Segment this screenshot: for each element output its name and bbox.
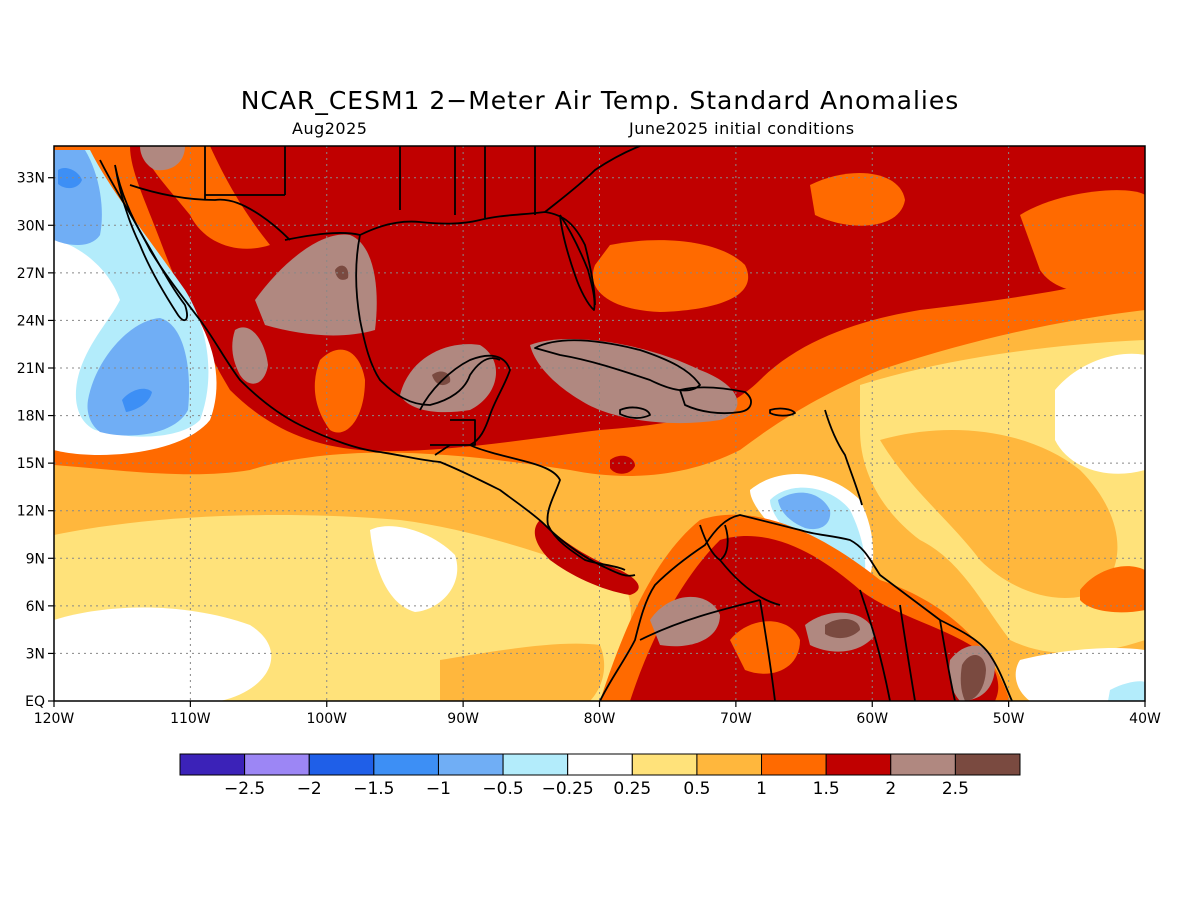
field-cool-blue-3: [122, 388, 152, 412]
field-1-1p5-gulf-edge: [314, 349, 365, 433]
latitude-axis: 33N 30N 27N 24N 21N 18N 15N 12N 9N 6N 3N EQ: [17, 171, 54, 710]
colorbar-label: −0.5: [482, 779, 523, 799]
coastlines: [99, 146, 1013, 701]
chart-title: NCAR_CESM1 2−Meter Air Temp. Standard An…: [240, 86, 960, 115]
colorbar-swatch: [179, 753, 246, 776]
colorbar: −2.5 −2 −1.5 −1 −0.5 −0.25 0.25 0.5 1 1.5 2 2.5: [179, 753, 1021, 799]
lat-tick-label: 12N: [17, 504, 45, 520]
coast-hispaniola: [679, 386, 752, 415]
colorbar-swatch: [244, 753, 310, 776]
coast-central-america: [469, 444, 626, 571]
coast-jamaica: [619, 406, 651, 419]
lat-tick-label: 18N: [17, 409, 45, 425]
lon-tick-label: 80W: [584, 711, 616, 727]
border-states: [204, 146, 536, 218]
colorbar-swatch: [954, 753, 1021, 776]
field-2-2p5-west: [232, 327, 268, 384]
coast-gulf-west: [355, 234, 501, 406]
colorbar-label: −1: [426, 779, 451, 799]
coast-florida: [559, 214, 596, 311]
field-1-1p5-east: [810, 173, 905, 226]
field-white-se: [1015, 648, 1145, 701]
field-white-south: [370, 526, 458, 612]
lon-tick-label: 90W: [447, 711, 479, 727]
colorbar-label: 1.5: [813, 779, 840, 799]
field-cool-blue-2: [87, 318, 190, 436]
border-us-mexico: [129, 184, 291, 241]
field-1-1p5-east-small: [1080, 566, 1145, 613]
field-0p5-1-east: [880, 430, 1118, 599]
initial-conditions: June2025 initial conditions: [629, 119, 855, 138]
longitude-axis: 120W 110W 100W 90W 80W 70W 60W 50W 40W: [34, 701, 1161, 727]
border-sa-countries: [639, 559, 956, 701]
lon-tick-label: 50W: [993, 711, 1025, 727]
colorbar-label: −2.5: [224, 779, 265, 799]
grid-lines: [54, 146, 1145, 701]
lon-tick-label: 40W: [1129, 711, 1161, 727]
lon-tick-label: 60W: [856, 711, 888, 727]
field-2p5-up-mex: [335, 265, 349, 280]
colorbar-label: 2: [885, 779, 896, 799]
field-1p5-2-sa: [630, 536, 999, 701]
lat-tick-label: 15N: [17, 456, 45, 472]
field-2-2p5-north: [140, 146, 185, 171]
lon-tick-label: 70W: [720, 711, 752, 727]
colorbar-swatch: [373, 753, 439, 776]
colorbar-label: 0.5: [683, 779, 710, 799]
colorbar-swatch: [567, 753, 633, 776]
lat-tick-label: 3N: [26, 646, 45, 662]
colorbar-swatch: [890, 753, 956, 776]
colorbar-swatch: [308, 753, 375, 776]
coast-baja: [114, 164, 188, 322]
coast-gulf: [284, 211, 596, 306]
lon-tick-label: 100W: [306, 711, 347, 727]
field-1p5-2-small: [610, 455, 635, 474]
border-guatemala: [430, 419, 476, 456]
colorbar-swatch: [437, 753, 504, 776]
colorbar-swatch: [761, 753, 827, 776]
valid-month: Aug2025: [292, 119, 368, 138]
field-1-1p5-atlantic: [592, 240, 749, 312]
lat-tick-label: 33N: [17, 171, 45, 187]
field-2p5-up-yuc: [432, 371, 451, 386]
lat-tick-label: 6N: [26, 599, 45, 615]
colorbar-label: −2: [297, 779, 322, 799]
field-white-south-2: [54, 607, 272, 701]
lat-tick-label: 27N: [17, 266, 45, 282]
field-cool-blue-4: [58, 168, 82, 189]
colorbar-label: −1.5: [353, 779, 394, 799]
coast-puerto-rico: [769, 407, 796, 417]
field-0p5-1-south-patch: [440, 643, 605, 701]
field-1-1p5-ne: [1020, 190, 1145, 293]
field-2-2p5-mexico: [255, 234, 377, 336]
lat-tick-label: 30N: [17, 218, 45, 234]
colorbar-swatch: [502, 753, 569, 776]
coast-lesser-antilles: [824, 409, 863, 506]
colorbar-label: 2.5: [942, 779, 969, 799]
colorbar-swatch: [631, 753, 698, 776]
lon-tick-label: 120W: [34, 711, 75, 727]
lat-tick-label: 9N: [26, 551, 45, 567]
field-white-east: [1055, 353, 1145, 474]
field-2p5-up-sa-2: [825, 618, 860, 639]
field-light-se: [1108, 681, 1145, 701]
colorbar-label: 1: [756, 779, 767, 799]
lat-tick-label: EQ: [25, 694, 45, 710]
anomaly-fields: [54, 146, 1145, 701]
coast-south-america: [599, 514, 1013, 701]
colorbar-swatch: [696, 753, 763, 776]
coast-yucatan: [419, 354, 511, 446]
colorbar-swatch: [825, 753, 892, 776]
colorbar-label: 0.25: [613, 779, 651, 799]
coast-us-east: [544, 146, 641, 213]
field-1-1p5-sa-inner: [730, 621, 800, 674]
lat-tick-label: 24N: [17, 313, 45, 329]
field-2p5-up-sa: [960, 654, 986, 701]
lon-tick-label: 110W: [170, 711, 211, 727]
coast-cuba: [534, 339, 701, 392]
lat-tick-label: 21N: [17, 361, 45, 377]
colorbar-label: −0.25: [542, 779, 594, 799]
